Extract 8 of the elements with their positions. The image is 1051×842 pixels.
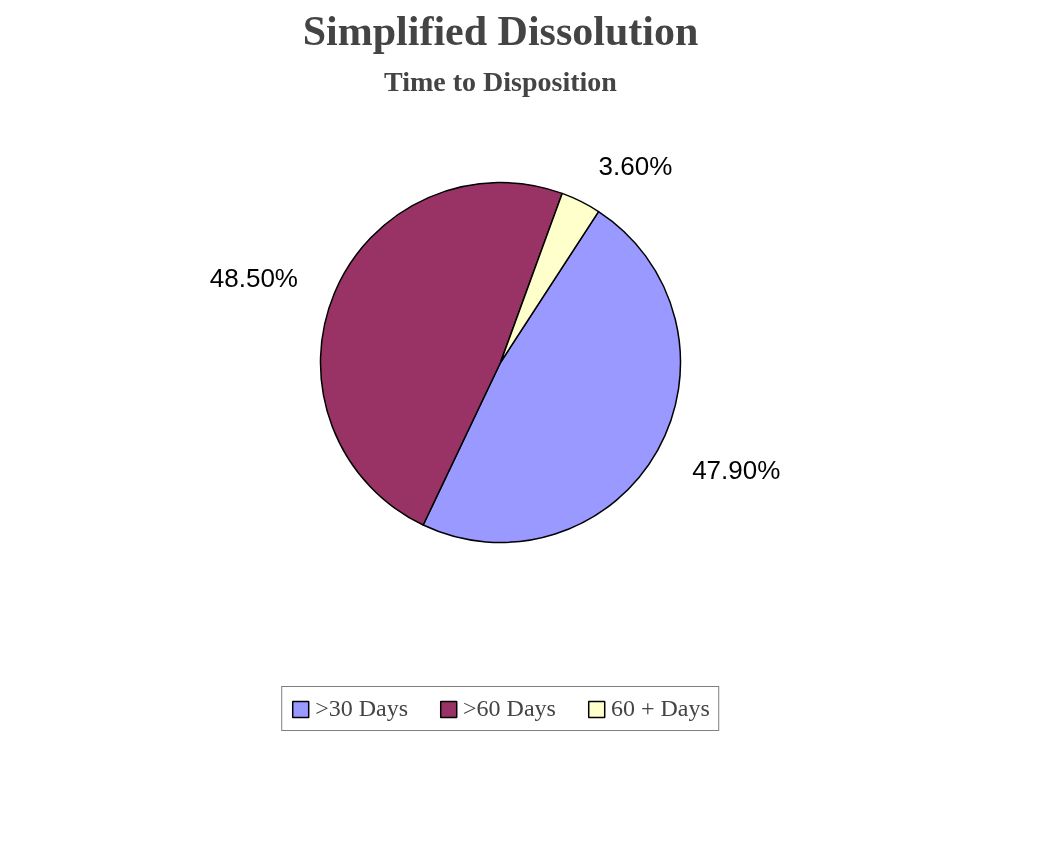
legend-label: >60 Days — [463, 695, 556, 722]
chart-title: Simplified Dissolution — [302, 7, 699, 54]
legend-label: 60 + Days — [610, 695, 710, 722]
data-label: 3.60% — [598, 151, 673, 182]
data-label: 47.90% — [692, 454, 781, 485]
chart-subtitle: Time to Disposition — [384, 65, 618, 97]
data-label: 48.50% — [209, 262, 298, 293]
legend-label: >30 Days — [315, 695, 409, 722]
